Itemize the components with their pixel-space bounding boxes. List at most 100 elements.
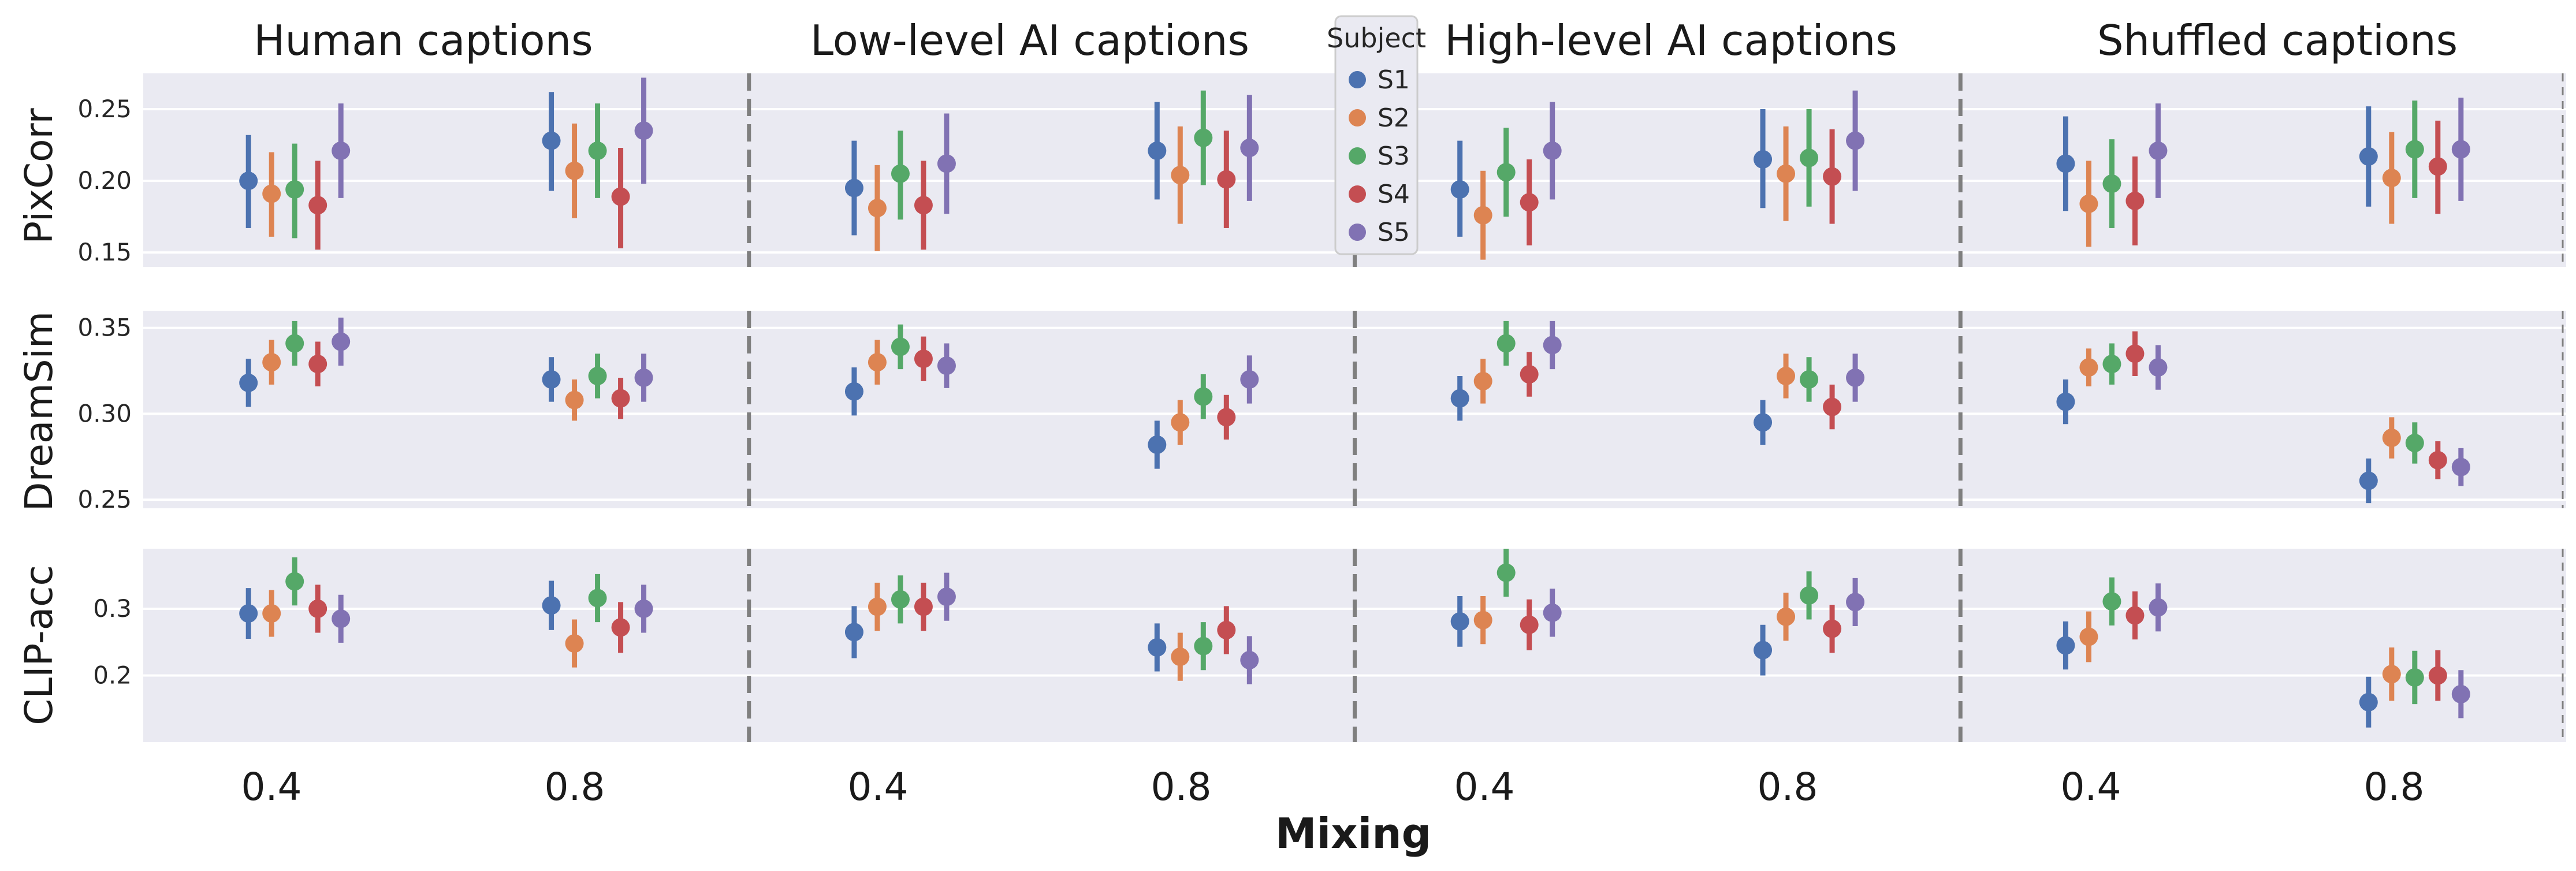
row-labels: PixCorr DreamSim CLIP-acc [17, 107, 61, 725]
point-pixcorr-S2 [2382, 169, 2401, 188]
point-dreamsim-S4 [1823, 397, 1842, 416]
point-pixcorr-S2 [1473, 206, 1492, 225]
point-clip-acc-S4 [2125, 606, 2145, 625]
point-clip-acc-S2 [262, 604, 281, 623]
point-clip-acc-S2 [868, 597, 887, 616]
point-dreamsim-S1 [1450, 389, 1469, 408]
point-dreamsim-S4 [611, 389, 630, 408]
point-pixcorr-S2 [868, 199, 887, 218]
point-pixcorr-S5 [1846, 131, 1865, 150]
point-pixcorr-S5 [1240, 139, 1259, 158]
point-pixcorr-S3 [2102, 174, 2121, 193]
xtick-high-0.4: 0.4 [1454, 765, 1515, 809]
ytick-dreamsim: 0.35 [77, 314, 132, 342]
row-label-dreamsim: DreamSim [17, 311, 61, 511]
point-dreamsim-S1 [2359, 471, 2378, 490]
point-pixcorr-S1 [844, 178, 863, 198]
point-dreamsim-S5 [2149, 358, 2168, 377]
point-pixcorr-S4 [611, 187, 630, 206]
point-pixcorr-S2 [1777, 164, 1796, 183]
ytick-pixcorr: 0.25 [77, 95, 132, 123]
point-dreamsim-S5 [937, 356, 956, 375]
point-pixcorr-S3 [285, 180, 304, 199]
point-dreamsim-S3 [1194, 387, 1213, 406]
ytick-clip-acc: 0.2 [93, 661, 132, 689]
data-marks [239, 77, 2470, 728]
point-clip-acc-S3 [1800, 586, 1819, 605]
point-dreamsim-S1 [542, 370, 561, 389]
point-clip-acc-S4 [1823, 619, 1842, 638]
point-dreamsim-S2 [2079, 358, 2098, 377]
point-clip-acc-S1 [844, 623, 863, 642]
point-dreamsim-S2 [2382, 429, 2401, 448]
point-clip-acc-S2 [1777, 607, 1796, 626]
x-tick-labels: 0.4 0.8 0.4 0.8 0.4 0.8 0.4 0.8 [241, 765, 2425, 809]
point-clip-acc-S2 [565, 634, 584, 653]
point-dreamsim-S4 [914, 349, 933, 368]
point-dreamsim-S1 [844, 382, 863, 401]
point-pixcorr-S5 [1543, 142, 1562, 160]
group-separators [747, 73, 2564, 742]
point-pixcorr-S1 [2056, 154, 2075, 173]
point-clip-acc-S1 [2359, 693, 2378, 712]
point-clip-acc-S3 [2405, 668, 2424, 687]
point-dreamsim-S4 [1520, 365, 1539, 384]
point-clip-acc-S1 [1754, 641, 1773, 660]
legend-label-S1: S1 [1378, 65, 1410, 95]
point-clip-acc-S1 [1148, 638, 1167, 657]
point-dreamsim-S4 [1217, 408, 1236, 427]
point-dreamsim-S1 [1754, 413, 1773, 432]
ytick-pixcorr: 0.15 [77, 238, 132, 266]
group-title-high-level-ai: High-level AI captions [1445, 16, 1897, 65]
point-pixcorr-S1 [1148, 142, 1167, 160]
xtick-low-0.4: 0.4 [848, 765, 909, 809]
xtick-low-0.8: 0.8 [1151, 765, 1212, 809]
group-titles: Human captions Low-level AI captions Hig… [254, 16, 2458, 65]
point-clip-acc-S3 [1194, 636, 1213, 656]
legend-marker-S5 [1349, 224, 1366, 241]
group-title-shuffled: Shuffled captions [2097, 16, 2458, 65]
point-pixcorr-S5 [634, 121, 653, 140]
point-dreamsim-S4 [2125, 344, 2145, 363]
point-clip-acc-S1 [1450, 612, 1469, 631]
point-pixcorr-S4 [2125, 191, 2145, 210]
point-pixcorr-S4 [1823, 167, 1842, 186]
legend-marker-S3 [1349, 147, 1366, 165]
legend-label-S2: S2 [1378, 103, 1410, 133]
point-clip-acc-S5 [1846, 593, 1865, 612]
point-clip-acc-S4 [611, 618, 630, 637]
point-dreamsim-S5 [1543, 336, 1562, 355]
point-clip-acc-S5 [2149, 598, 2168, 617]
point-dreamsim-S4 [308, 355, 327, 374]
legend-marker-S4 [1349, 185, 1366, 203]
point-pixcorr-S2 [2079, 194, 2098, 213]
point-clip-acc-S4 [2428, 666, 2447, 685]
point-pixcorr-S5 [2451, 140, 2470, 159]
legend-label-S4: S4 [1378, 180, 1410, 209]
point-dreamsim-S2 [565, 390, 584, 410]
point-clip-acc-S5 [1543, 603, 1562, 622]
point-dreamsim-S3 [588, 367, 607, 386]
point-clip-acc-S2 [2079, 627, 2098, 646]
point-dreamsim-S4 [2428, 451, 2447, 470]
point-clip-acc-S3 [2102, 592, 2121, 611]
point-dreamsim-S3 [891, 337, 910, 356]
point-dreamsim-S1 [1148, 435, 1167, 454]
point-pixcorr-S4 [2428, 157, 2447, 176]
legend-label-S5: S5 [1378, 218, 1410, 247]
point-pixcorr-S1 [542, 131, 561, 150]
point-dreamsim-S5 [1240, 370, 1259, 389]
legend-label-S3: S3 [1378, 142, 1410, 171]
point-clip-acc-S1 [239, 604, 258, 623]
point-pixcorr-S5 [937, 154, 956, 173]
point-dreamsim-S2 [1777, 367, 1796, 386]
point-pixcorr-S1 [1450, 180, 1469, 199]
point-clip-acc-S3 [1497, 563, 1516, 582]
point-pixcorr-S2 [1171, 166, 1190, 185]
point-clip-acc-S3 [285, 572, 304, 591]
point-dreamsim-S3 [2405, 433, 2424, 452]
point-pixcorr-S3 [1800, 148, 1819, 168]
point-clip-acc-S2 [2382, 665, 2401, 684]
point-pixcorr-S2 [262, 184, 281, 203]
